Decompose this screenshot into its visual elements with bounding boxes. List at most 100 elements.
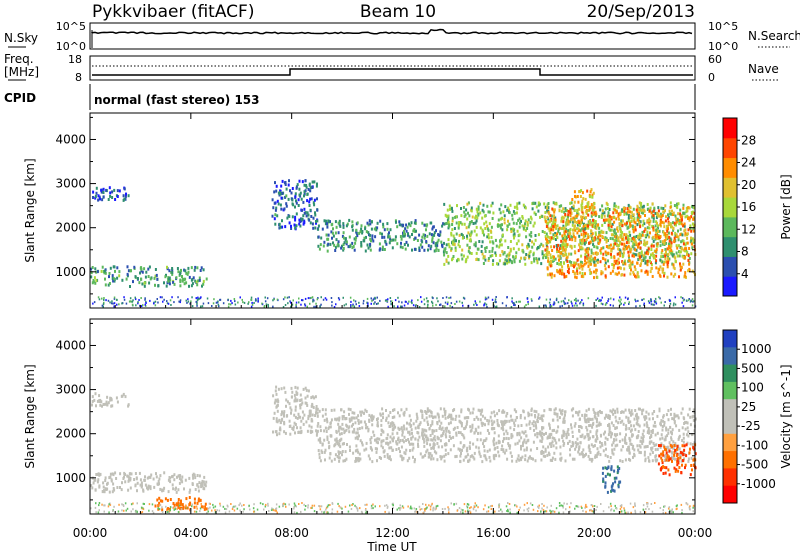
colorbar-tick-label: 20 <box>741 178 756 192</box>
colorbar-tick-label: 28 <box>741 133 756 147</box>
x-tick-label: 20:00 <box>577 526 612 540</box>
scatter-region <box>317 218 445 253</box>
colorbar-tick-label: -1000 <box>741 477 776 491</box>
colorbar-tick-label: -100 <box>741 438 768 452</box>
colorbar-segment <box>723 451 737 469</box>
colorbar-segment <box>723 468 737 487</box>
y-axis-title: Slant Range [km] <box>23 364 37 468</box>
radar-title: Pykkvibaer (fitACF) <box>92 2 254 22</box>
colorbar-segment <box>723 347 737 366</box>
freq-label: Freq. <box>4 52 34 66</box>
colorbar-segment <box>723 364 737 383</box>
scatter-cells <box>90 179 697 308</box>
colorbar-segment <box>723 330 737 348</box>
scatter-region <box>92 186 130 202</box>
noise-right-tick-top: 10^5 <box>708 20 738 33</box>
freq-unit-label: [MHz] <box>4 65 39 79</box>
noise-left-tick-top: 10^5 <box>56 20 86 33</box>
y-tick-label: 2000 <box>55 427 86 441</box>
colorbar-segment <box>723 177 737 198</box>
y-tick-label: 3000 <box>55 177 86 191</box>
colorbar-tick-label: 12 <box>741 222 756 236</box>
colorbar-tick-label: 500 <box>741 361 764 375</box>
y-tick-label: 4000 <box>55 132 86 146</box>
colorbar-segment <box>723 276 737 297</box>
near-range-clutter <box>92 296 697 308</box>
scatter-region <box>91 392 130 408</box>
noise-trace <box>91 28 693 48</box>
time-axis: 00:00 04:00 08:00 12:00 16:00 20:00 00:00 <box>73 526 713 540</box>
noise-right-tick-bottom: 10^0 <box>708 40 738 53</box>
colorbar-tick-label: 8 <box>741 245 749 259</box>
noise-left-tick-bottom: 10^0 <box>56 40 86 53</box>
y-tick-label: 4000 <box>55 338 86 352</box>
x-tick-label: 16:00 <box>476 526 511 540</box>
scatter-region <box>90 471 208 494</box>
nave-label: Nave <box>748 62 779 76</box>
freq-panel-frame <box>89 55 696 81</box>
x-tick-label: 00:00 <box>73 526 108 540</box>
colorbar-segment <box>723 157 737 178</box>
cpid-label: CPID <box>4 91 36 105</box>
freq-left-tick-top: 18 <box>68 53 82 66</box>
x-tick-label: 00:00 <box>678 526 713 540</box>
power-panel: 1000 2000 3000 4000 Slant Range [km] <box>23 112 697 309</box>
freq-trace <box>92 65 693 76</box>
power-colorbar: 4 8 12 16 20 24 28 Power [dB] <box>722 117 793 297</box>
scatter-region <box>90 265 208 288</box>
date-label: 20/Sep/2013 <box>587 2 695 22</box>
colorbar-tick-label: -25 <box>741 419 761 433</box>
freq-line <box>92 68 693 76</box>
colorbar-title: Power [dB] <box>779 174 793 239</box>
time-axis-title: Time UT <box>366 540 417 554</box>
y-tick-label: 2000 <box>55 221 86 235</box>
noise-panel-frame <box>89 22 696 50</box>
colorbar-segment <box>723 256 737 277</box>
colorbar-segment <box>723 433 737 452</box>
scatter-region <box>571 188 596 212</box>
colorbar-segment <box>723 216 737 238</box>
velocity-panel: 1000 2000 3000 4000 Slant Range [km] <box>23 318 697 515</box>
colorbar-segment <box>723 137 737 159</box>
y-tick-label: 1000 <box>55 471 86 485</box>
scatter-region <box>601 465 622 494</box>
beam-label: Beam 10 <box>360 2 436 22</box>
x-tick-label: 08:00 <box>274 526 309 540</box>
colorbar-tick-label: 1000 <box>741 342 772 356</box>
colorbar-tick-label: 16 <box>741 200 756 214</box>
y-tick-label: 1000 <box>55 265 86 279</box>
colorbar-segment <box>723 197 737 218</box>
scatter-region <box>317 407 697 464</box>
cpid-program: normal (fast stereo) 153 <box>94 93 260 107</box>
scatter-region <box>271 179 319 231</box>
scatter-region <box>272 385 319 437</box>
y-axis-title: Slant Range [km] <box>23 158 37 262</box>
colorbar-segment <box>723 236 737 257</box>
noise-search-label: N.Search <box>748 29 800 43</box>
y-tick-label: 3000 <box>55 383 86 397</box>
scatter-region <box>544 205 697 280</box>
x-tick-label: 12:00 <box>375 526 410 540</box>
x-tick-label: 04:00 <box>174 526 209 540</box>
near-range-clutter <box>90 502 695 514</box>
freq-right-tick-bottom: 0 <box>708 71 715 84</box>
noise-line <box>91 28 693 35</box>
colorbar-tick-label: 24 <box>741 156 756 170</box>
colorbar-segment <box>723 416 737 435</box>
scatter-cells <box>90 385 697 514</box>
freq-right-tick-top: 60 <box>708 53 722 66</box>
colorbar-tick-label: -500 <box>741 458 768 472</box>
colorbar-tick-label: 100 <box>741 381 764 395</box>
colorbar-tick-label: 25 <box>741 400 756 414</box>
colorbar-segment <box>723 485 737 504</box>
freq-left-tick-bottom: 8 <box>75 71 82 84</box>
colorbar-segment <box>723 399 737 417</box>
colorbar-title: Velocity [m s^-1] <box>779 364 793 468</box>
colorbar-segment <box>723 118 737 139</box>
colorbar-frame <box>722 329 738 504</box>
colorbar-segment <box>723 381 737 400</box>
colorbar-tick-label: 4 <box>741 267 749 281</box>
noise-sky-label: N.Sky <box>4 31 38 45</box>
